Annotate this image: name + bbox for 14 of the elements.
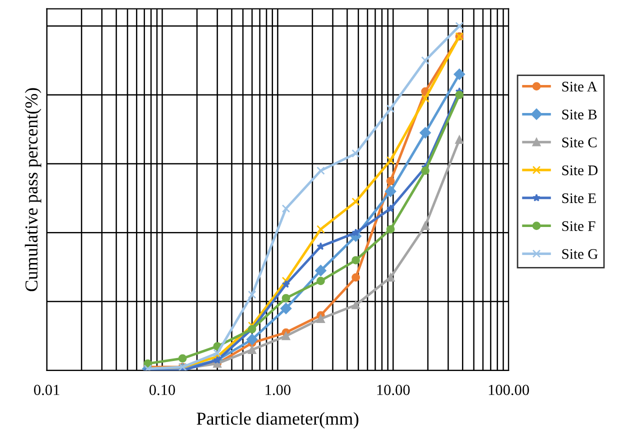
- legend-label: Site G: [562, 249, 598, 259]
- x-tick-label: 10.00: [377, 384, 410, 396]
- y-axis-title: Cumulative pass percent(%): [24, 88, 42, 292]
- x-tick-label: 0.01: [34, 384, 60, 396]
- legend-label: Site C: [562, 138, 597, 148]
- legend-label: Site B: [562, 110, 597, 120]
- x-axis-title: Particle diameter(mm): [196, 412, 358, 428]
- x-tick-label: 100.00: [488, 384, 529, 396]
- x-tick-label: 1.00: [266, 384, 290, 396]
- legend-label: Site E: [562, 193, 596, 204]
- legend-label: Site F: [562, 221, 596, 232]
- x-tick-label: 0.10: [149, 384, 176, 396]
- legend-label: Site A: [562, 82, 598, 92]
- legend-label: Site D: [562, 165, 598, 176]
